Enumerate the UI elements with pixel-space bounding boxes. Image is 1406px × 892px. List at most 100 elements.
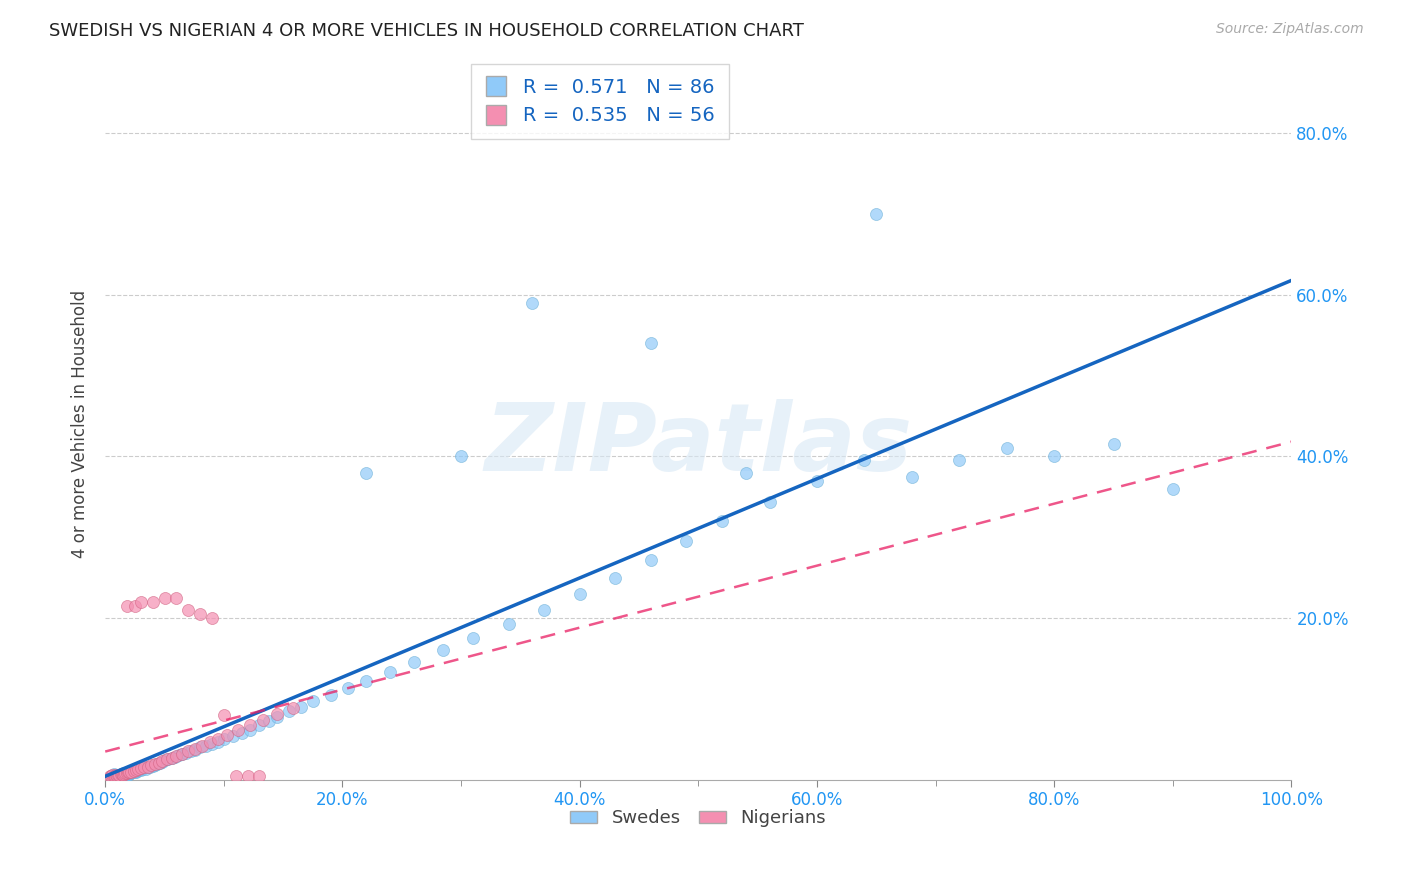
Point (239, 718, 262, 732)
Point (1102, 437, 1125, 451)
Point (640, 553, 662, 567)
Point (354, 466, 377, 480)
Point (156, 752, 179, 766)
Point (125, 763, 148, 777)
Point (127, 763, 149, 777)
Point (160, 751, 183, 765)
Point (111, 766, 134, 780)
Point (117, 768, 139, 782)
Point (165, 750, 187, 764)
Point (301, 694, 323, 708)
Point (217, 728, 239, 742)
Point (188, 740, 211, 755)
Point (108, 768, 131, 782)
Point (160, 751, 183, 765)
Point (201, 737, 224, 751)
Point (112, 767, 135, 781)
Point (188, 607, 211, 621)
Point (402, 656, 425, 670)
Point (129, 595, 152, 609)
Point (139, 760, 162, 774)
Point (124, 599, 146, 613)
Point (212, 708, 235, 723)
Point (249, 768, 271, 782)
Point (354, 673, 377, 688)
Text: Source: ZipAtlas.com: Source: ZipAtlas.com (1216, 22, 1364, 37)
Point (225, 768, 247, 782)
Point (105, 768, 128, 782)
Point (201, 611, 224, 625)
Point (112, 767, 135, 781)
Point (461, 631, 484, 645)
Point (432, 643, 454, 657)
Point (212, 732, 235, 747)
Point (236, 768, 259, 782)
Point (114, 766, 136, 780)
Point (191, 739, 214, 753)
Point (450, 450, 472, 464)
Point (98, 768, 121, 782)
Point (134, 760, 156, 774)
Point (533, 603, 555, 617)
Point (865, 207, 887, 221)
Point (135, 762, 157, 776)
Point (948, 453, 970, 467)
Point (319, 688, 342, 702)
Point (1043, 450, 1066, 464)
Point (257, 714, 280, 729)
Point (110, 768, 132, 782)
Point (103, 767, 125, 781)
Point (675, 534, 697, 549)
Point (132, 761, 155, 775)
Point (249, 717, 271, 731)
Point (758, 495, 780, 509)
Point (129, 761, 152, 775)
Point (180, 744, 202, 758)
Point (148, 756, 170, 770)
Point (278, 704, 301, 718)
Point (111, 768, 134, 782)
Point (104, 768, 127, 782)
Point (120, 764, 142, 779)
Point (378, 665, 401, 680)
Point (146, 757, 169, 772)
Point (131, 762, 153, 776)
Point (172, 747, 194, 761)
Point (107, 768, 129, 782)
Point (100, 768, 122, 782)
Point (103, 768, 125, 782)
Point (142, 595, 165, 609)
Point (177, 603, 200, 617)
Point (172, 747, 194, 761)
Point (734, 466, 756, 480)
Point (640, 336, 662, 351)
Point (184, 742, 207, 756)
Point (195, 739, 218, 753)
Text: SWEDISH VS NIGERIAN 4 OR MORE VEHICLES IN HOUSEHOLD CORRELATION CHART: SWEDISH VS NIGERIAN 4 OR MORE VEHICLES I… (49, 22, 804, 40)
Point (522, 296, 544, 310)
Point (266, 709, 288, 723)
Point (105, 768, 128, 782)
Point (337, 681, 360, 696)
Point (806, 474, 828, 488)
Point (108, 768, 131, 782)
Point (184, 742, 207, 756)
Point (995, 442, 1018, 456)
Point (143, 758, 166, 772)
Point (136, 760, 159, 774)
Point (107, 768, 129, 782)
Point (122, 764, 145, 778)
Point (174, 746, 197, 760)
Point (167, 748, 190, 763)
Point (149, 756, 172, 771)
Point (101, 768, 124, 782)
Point (129, 763, 152, 777)
Point (143, 757, 166, 772)
Point (1161, 482, 1184, 496)
Point (498, 616, 520, 631)
Point (153, 591, 176, 605)
Y-axis label: 4 or more Vehicles in Household: 4 or more Vehicles in Household (72, 290, 89, 558)
Point (150, 754, 173, 768)
Point (111, 768, 134, 782)
Point (124, 765, 146, 780)
